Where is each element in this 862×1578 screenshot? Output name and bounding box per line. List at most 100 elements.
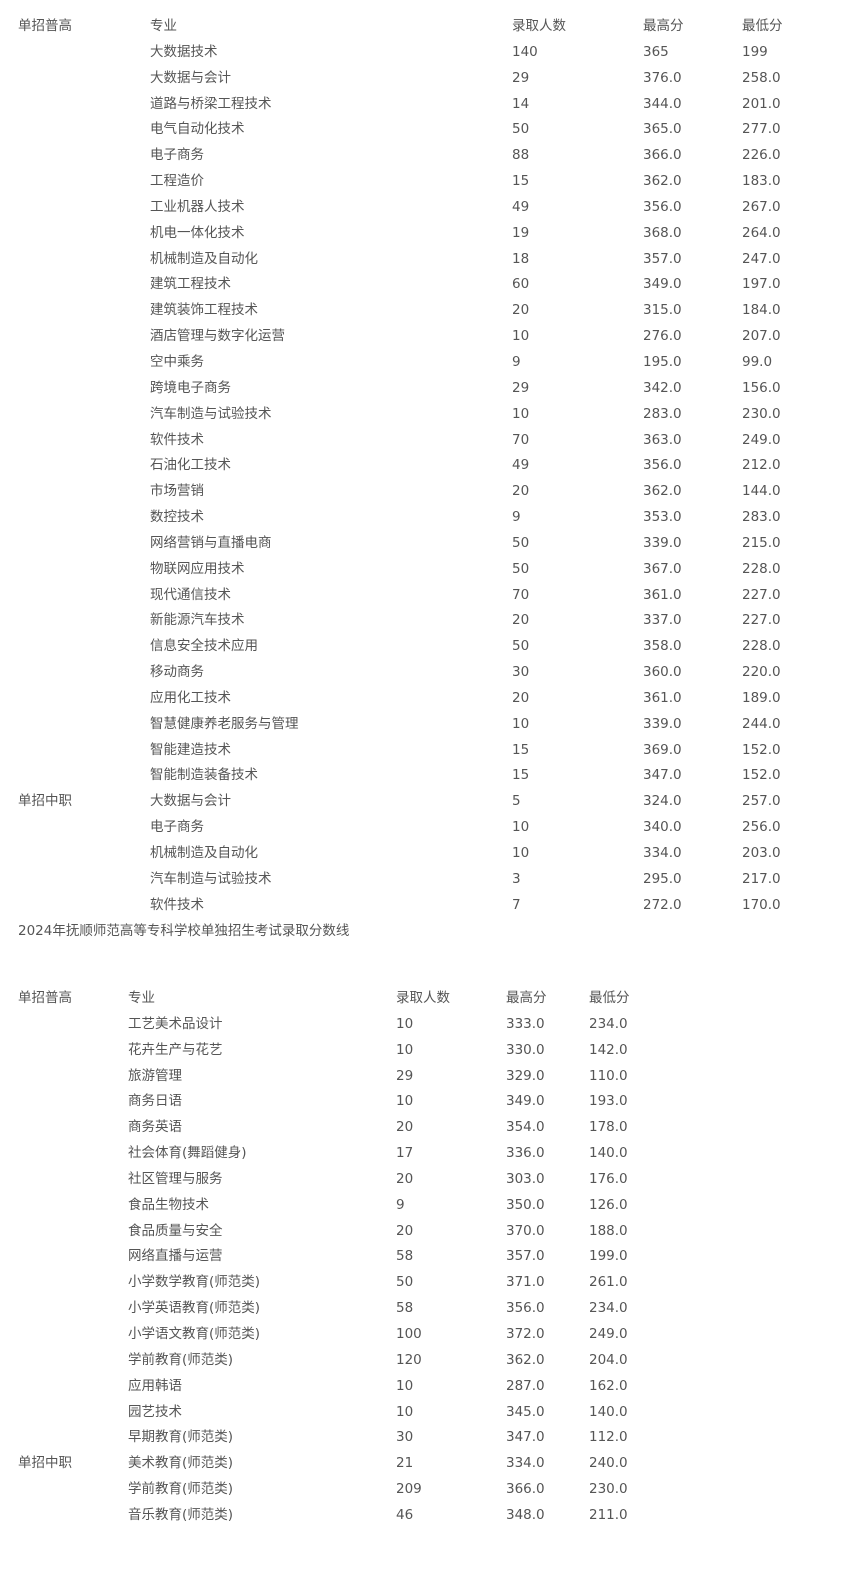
count-cell: 29 <box>512 379 530 396</box>
min-score-cell: 156.0 <box>742 379 781 396</box>
major-cell: 大数据技术 <box>150 43 218 60</box>
min-score-cell: 227.0 <box>742 612 781 629</box>
min-score-cell: 220.0 <box>742 664 781 681</box>
header-count: 录取人数 <box>396 990 450 1006</box>
max-score-cell: 339.0 <box>643 534 682 551</box>
major-cell: 机械制造及自动化 <box>150 845 258 861</box>
min-score-cell: 234.0 <box>589 1015 628 1032</box>
count-cell: 20 <box>512 302 530 319</box>
max-score-cell: 350.0 <box>506 1196 545 1213</box>
major-cell: 工艺美术品设计 <box>128 1015 223 1032</box>
min-score-cell: 152.0 <box>742 767 781 784</box>
major-cell: 小学语文教育(师范类) <box>128 1325 261 1342</box>
max-score-cell: 354.0 <box>506 1119 545 1136</box>
major-cell: 电子商务 <box>150 819 204 836</box>
min-score-cell: 257.0 <box>742 793 781 810</box>
count-cell: 49 <box>512 457 530 474</box>
max-score-cell: 357.0 <box>643 250 682 267</box>
count-cell: 29 <box>396 1067 414 1084</box>
min-score-cell: 201.0 <box>742 95 781 112</box>
max-score-cell: 356.0 <box>506 1300 545 1317</box>
count-cell: 10 <box>512 819 530 836</box>
count-cell: 20 <box>396 1119 414 1136</box>
max-score-cell: 348.0 <box>506 1506 545 1523</box>
max-score-cell: 362.0 <box>643 483 682 500</box>
min-score-cell: 204.0 <box>589 1351 628 1368</box>
min-score-cell: 264.0 <box>742 224 781 241</box>
count-cell: 10 <box>396 1403 414 1420</box>
major-cell: 移动商务 <box>150 664 204 681</box>
header-major: 专业 <box>128 990 155 1006</box>
min-score-cell: 247.0 <box>742 250 781 267</box>
header-count: 录取人数 <box>512 18 566 34</box>
header-min: 最低分 <box>742 18 783 34</box>
count-cell: 70 <box>512 586 530 603</box>
min-score-cell: 258.0 <box>742 69 781 86</box>
min-score-cell: 140.0 <box>589 1145 628 1162</box>
max-score-cell: 362.0 <box>643 173 682 190</box>
major-cell: 电子商务 <box>150 147 204 164</box>
major-cell: 空中乘务 <box>150 353 204 370</box>
max-score-cell: 360.0 <box>643 664 682 681</box>
max-score-cell: 344.0 <box>643 95 682 112</box>
major-cell: 智能建造技术 <box>150 741 231 758</box>
major-cell: 道路与桥梁工程技术 <box>150 95 272 112</box>
major-cell: 跨境电子商务 <box>150 379 231 396</box>
max-score-cell: 336.0 <box>506 1145 545 1162</box>
max-score-cell: 357.0 <box>506 1248 545 1265</box>
max-score-cell: 372.0 <box>506 1325 545 1342</box>
count-cell: 20 <box>512 483 530 500</box>
count-cell: 29 <box>512 69 530 86</box>
major-cell: 音乐教育(师范类) <box>128 1506 234 1523</box>
major-cell: 食品质量与安全 <box>128 1222 223 1239</box>
major-cell: 食品生物技术 <box>128 1196 209 1213</box>
major-cell: 网络营销与直播电商 <box>150 534 272 551</box>
major-cell: 智能制造装备技术 <box>150 767 258 784</box>
count-cell: 19 <box>512 224 530 241</box>
major-cell: 软件技术 <box>150 896 204 913</box>
max-score-cell: 376.0 <box>643 69 682 86</box>
min-score-cell: 249.0 <box>742 431 781 448</box>
max-score-cell: 368.0 <box>643 224 682 241</box>
min-score-cell: 144.0 <box>742 483 781 500</box>
count-cell: 10 <box>396 1093 414 1110</box>
count-cell: 3 <box>512 870 521 887</box>
count-cell: 7 <box>512 896 521 913</box>
max-score-cell: 362.0 <box>506 1351 545 1368</box>
count-cell: 10 <box>512 405 530 422</box>
max-score-cell: 283.0 <box>643 405 682 422</box>
major-cell: 应用韩语 <box>128 1377 182 1394</box>
max-score-cell: 361.0 <box>643 689 682 706</box>
max-score-cell: 365.0 <box>643 121 682 138</box>
max-score-cell: 334.0 <box>643 845 682 861</box>
min-score-cell: 183.0 <box>742 173 781 190</box>
max-score-cell: 337.0 <box>643 612 682 629</box>
max-score-cell: 366.0 <box>506 1481 545 1498</box>
count-cell: 18 <box>512 250 530 267</box>
min-score-cell: 267.0 <box>742 198 781 215</box>
min-score-cell: 277.0 <box>742 121 781 138</box>
major-cell: 社区管理与服务 <box>128 1170 223 1187</box>
major-cell: 早期教育(师范类) <box>128 1429 234 1446</box>
max-score-cell: 356.0 <box>643 198 682 215</box>
count-cell: 58 <box>396 1248 414 1265</box>
count-cell: 5 <box>512 793 521 810</box>
min-score-cell: 244.0 <box>742 715 781 732</box>
min-score-cell: 140.0 <box>589 1403 628 1420</box>
min-score-cell: 215.0 <box>742 534 781 551</box>
max-score-cell: 329.0 <box>506 1067 545 1084</box>
group-label: 单招中职 <box>18 1455 72 1472</box>
count-cell: 9 <box>512 509 521 526</box>
major-cell: 工业机器人技术 <box>150 198 245 215</box>
major-cell: 物联网应用技术 <box>150 560 245 577</box>
min-score-cell: 193.0 <box>589 1093 628 1110</box>
min-score-cell: 112.0 <box>589 1429 628 1446</box>
min-score-cell: 226.0 <box>742 147 781 164</box>
max-score-cell: 370.0 <box>506 1222 545 1239</box>
max-score-cell: 345.0 <box>506 1403 545 1420</box>
max-score-cell: 195.0 <box>643 353 682 370</box>
min-score-cell: 197.0 <box>742 276 781 293</box>
min-score-cell: 203.0 <box>742 845 781 861</box>
max-score-cell: 340.0 <box>643 819 682 836</box>
count-cell: 17 <box>396 1145 414 1162</box>
